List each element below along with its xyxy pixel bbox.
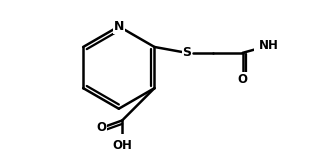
Text: O: O: [238, 73, 248, 86]
Text: O: O: [97, 121, 107, 134]
Text: NH: NH: [259, 39, 279, 52]
Text: OH: OH: [112, 139, 132, 152]
Text: N: N: [113, 20, 124, 33]
Text: S: S: [182, 46, 191, 59]
